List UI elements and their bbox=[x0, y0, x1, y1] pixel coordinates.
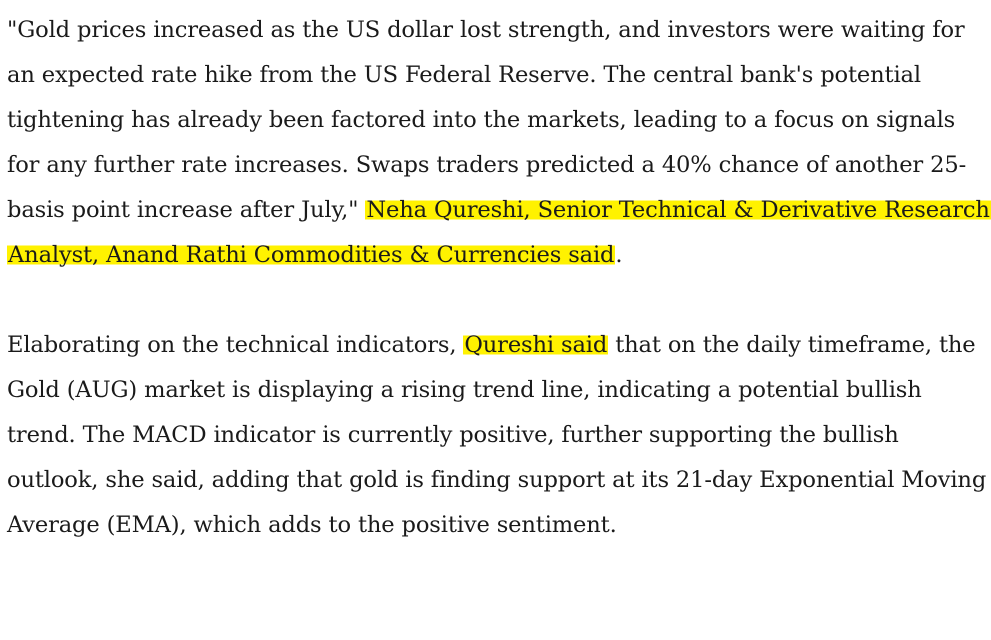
paragraph-technical: Elaborating on the technical indicators,… bbox=[7, 323, 991, 548]
paragraph-quote: "Gold prices increased as the US dollar … bbox=[7, 8, 991, 278]
paragraph-text: "Gold prices increased as the US dollar … bbox=[7, 17, 967, 223]
paragraph-text-end: that on the daily timeframe, the Gold (A… bbox=[7, 332, 987, 538]
highlighted-speaker: Qureshi said bbox=[463, 332, 609, 358]
article-body: "Gold prices increased as the US dollar … bbox=[7, 8, 991, 548]
paragraph-text-end: . bbox=[615, 242, 623, 268]
paragraph-text: Elaborating on the technical indicators, bbox=[7, 332, 464, 358]
